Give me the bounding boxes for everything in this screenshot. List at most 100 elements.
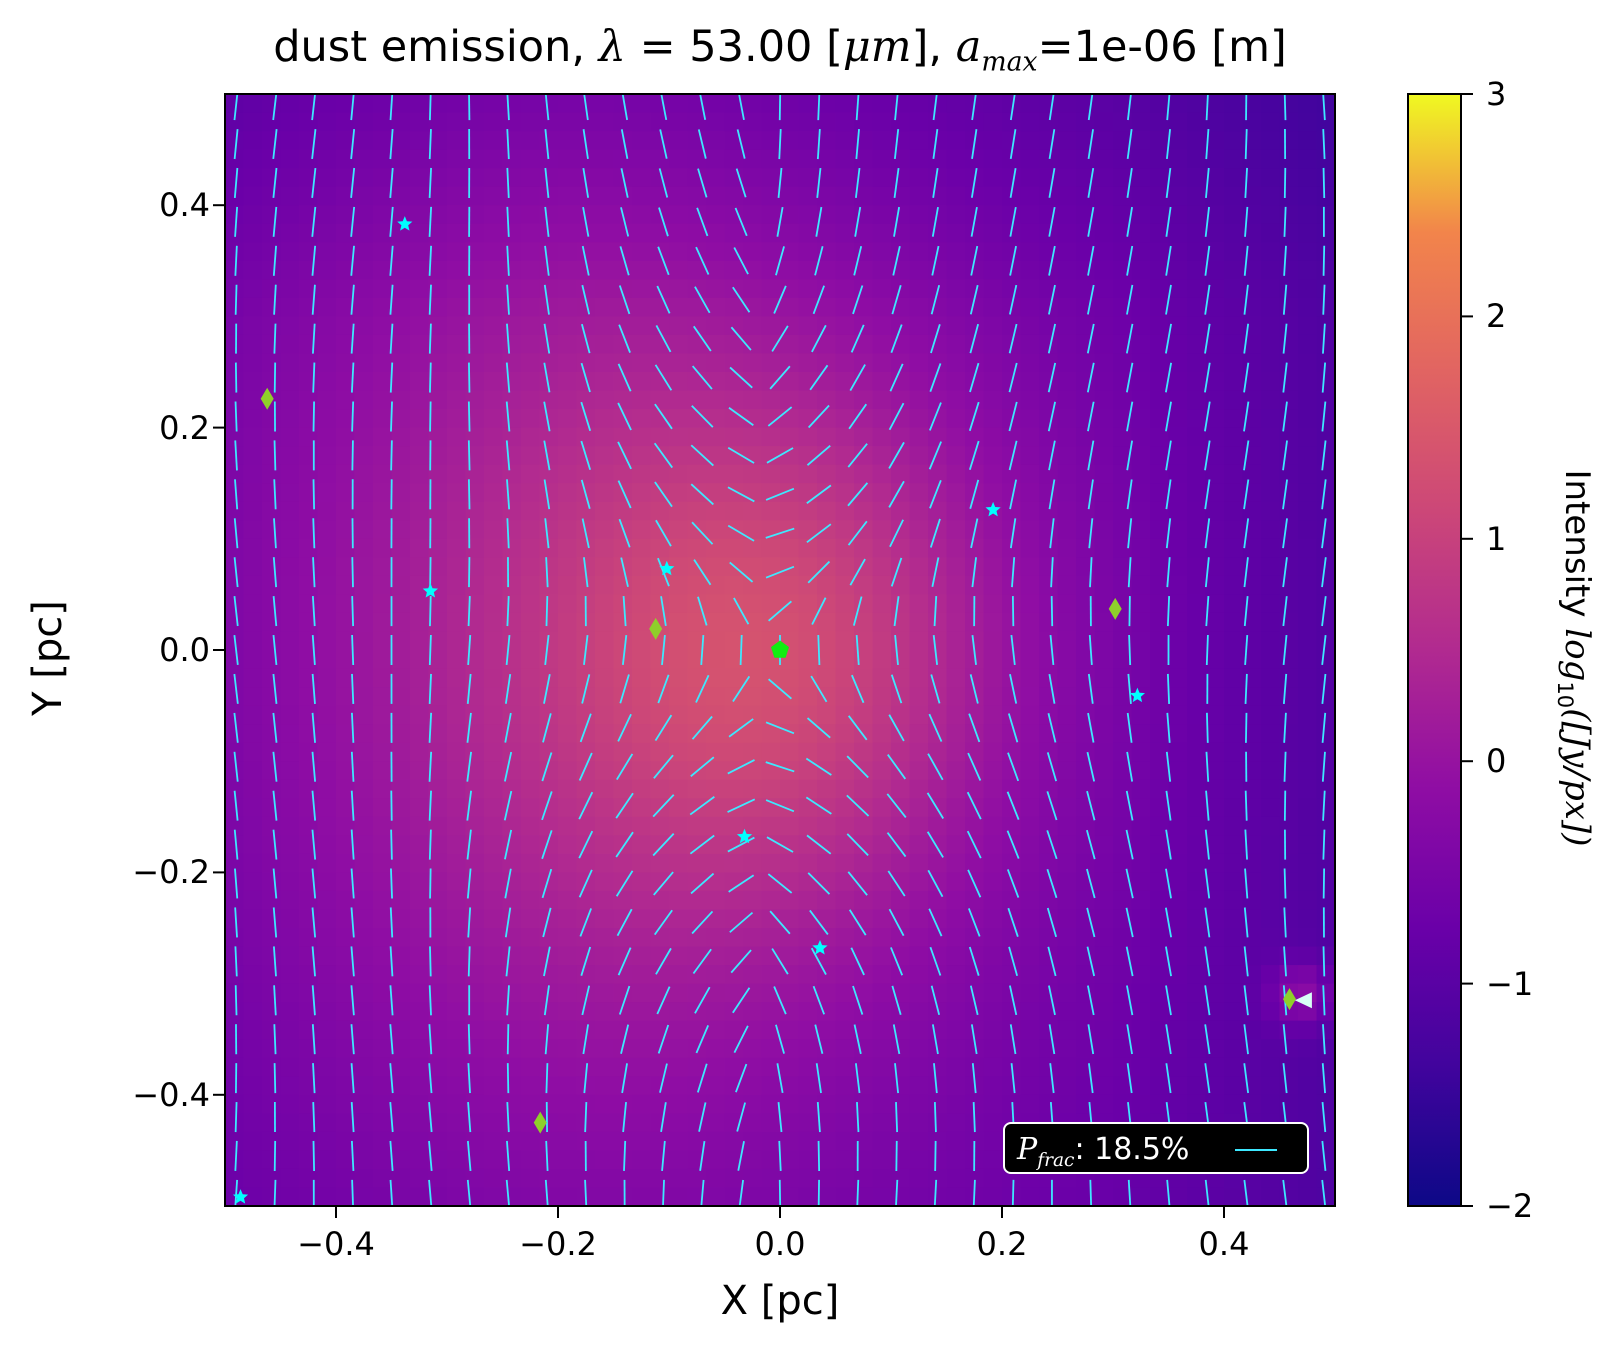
heatmap-cell	[780, 186, 800, 206]
heatmap-cell	[632, 983, 652, 1003]
heatmap-cell	[669, 409, 689, 429]
heatmap-cell	[872, 483, 892, 503]
polarization-segment	[968, 440, 980, 471]
heatmap-cell	[595, 1020, 615, 1040]
polarization-segment	[1321, 401, 1327, 432]
heatmap-cell	[835, 1187, 855, 1206]
heatmap-cell	[1316, 761, 1335, 781]
heatmap-cell	[1187, 742, 1207, 762]
heatmap-cell	[391, 1168, 411, 1189]
heatmap-cell	[1187, 205, 1207, 225]
heatmap-cell	[1168, 594, 1188, 614]
heatmap-cell	[761, 94, 781, 114]
heatmap-cell	[983, 816, 1003, 836]
polarization-segment	[1009, 1024, 1017, 1055]
heatmap-cell	[1020, 575, 1040, 595]
heatmap-cell	[928, 131, 948, 151]
heatmap-cell	[928, 1020, 948, 1040]
heatmap-cell	[1261, 1039, 1281, 1059]
heatmap-cell	[391, 853, 411, 873]
heatmap-cell	[743, 1131, 763, 1151]
heatmap-cell	[484, 742, 504, 762]
polarization-segment	[233, 596, 239, 627]
source-marker-star	[985, 501, 1001, 517]
heatmap-cell	[1279, 761, 1299, 781]
polarization-segment	[652, 794, 675, 818]
heatmap-cell	[835, 761, 855, 781]
heatmap-cell	[1076, 1094, 1096, 1114]
heatmap-cell	[1113, 186, 1133, 206]
polarization-segment	[1165, 1024, 1172, 1055]
heatmap-cell	[983, 1094, 1003, 1114]
heatmap-cell	[1113, 557, 1133, 577]
heatmap-cell	[1242, 353, 1262, 373]
heatmap-cell	[928, 668, 948, 688]
polarization-segment	[545, 596, 549, 627]
heatmap-cell	[983, 149, 1003, 169]
heatmap-cell	[336, 501, 356, 521]
polarization-segment	[505, 634, 511, 666]
heatmap-cell	[872, 853, 892, 873]
heatmap-cell	[1316, 316, 1335, 336]
heatmap-cell	[558, 538, 578, 558]
heatmap-cell	[1316, 1113, 1335, 1133]
heatmap-cell	[595, 131, 615, 151]
heatmap-cell	[373, 705, 393, 725]
heatmap-cell	[225, 1039, 245, 1059]
heatmap-cell	[558, 1076, 578, 1096]
heatmap-cell	[576, 705, 596, 725]
heatmap-cell	[1094, 501, 1114, 521]
source-marker-diamond	[533, 1111, 547, 1134]
heatmap-cell	[521, 334, 541, 355]
polarization-segment	[311, 1024, 316, 1055]
heatmap-cell	[928, 520, 948, 540]
heatmap-cell	[1076, 983, 1096, 1003]
heatmap-cell	[225, 872, 245, 892]
polarization-segment	[1204, 362, 1211, 393]
polarization-segment	[1321, 518, 1327, 549]
heatmap-cell	[946, 853, 966, 873]
heatmap-cell	[502, 334, 522, 355]
polarization-segment	[1086, 907, 1096, 938]
heatmap-cell	[946, 186, 966, 206]
heatmap-cell	[946, 612, 966, 633]
polarization-segment	[929, 480, 942, 509]
heatmap-cell	[354, 372, 374, 392]
heatmap-cell	[1150, 557, 1170, 577]
heatmap-cell	[743, 705, 763, 725]
heatmap-cell	[262, 965, 282, 985]
heatmap-cell	[854, 372, 874, 392]
heatmap-cell	[225, 297, 245, 317]
heatmap-cell	[1168, 334, 1188, 355]
heatmap-cell	[336, 1168, 356, 1189]
polarization-segment	[888, 480, 905, 508]
polarization-segment	[615, 831, 634, 858]
heatmap-cell	[595, 1094, 615, 1114]
heatmap-cell	[1057, 353, 1077, 373]
source-marker-star	[659, 560, 675, 576]
heatmap-cell	[1113, 631, 1133, 651]
polarization-segment	[1204, 440, 1211, 471]
heatmap-cell	[373, 612, 393, 633]
heatmap-cell	[262, 928, 282, 948]
polarization-segment	[847, 443, 868, 468]
heatmap-cell	[1020, 538, 1040, 558]
heatmap-cell	[410, 872, 430, 892]
heatmap-cell	[1076, 1057, 1096, 1077]
heatmap-cell	[835, 464, 855, 484]
heatmap-cell	[1205, 1076, 1225, 1096]
heatmap-cell	[280, 353, 300, 373]
heatmap-cell	[1224, 668, 1244, 688]
heatmap-cell	[225, 946, 245, 966]
heatmap-cell	[484, 779, 504, 799]
heatmap-cell	[798, 705, 818, 725]
heatmap-cell	[724, 650, 744, 670]
polarization-segment	[691, 365, 713, 390]
heatmap-cell	[1224, 390, 1244, 410]
heatmap-cell	[946, 334, 966, 355]
heatmap-cell	[1279, 928, 1299, 948]
heatmap-cell	[613, 724, 633, 744]
heatmap-cell	[1113, 1187, 1133, 1206]
heatmap-cell	[891, 1039, 911, 1059]
heatmap-cell	[484, 1057, 504, 1077]
